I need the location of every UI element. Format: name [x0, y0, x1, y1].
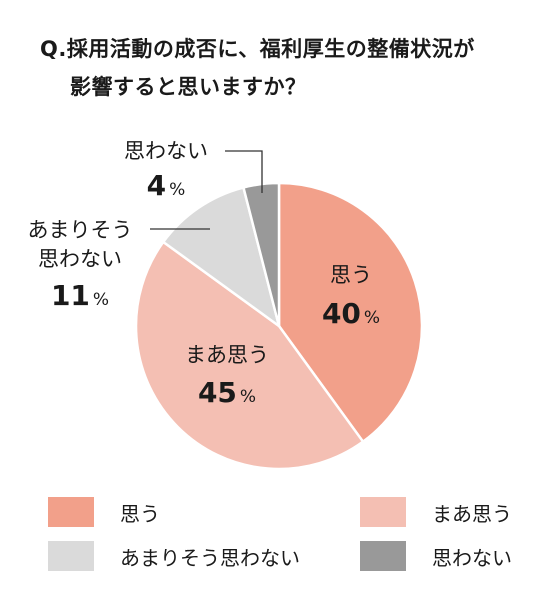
chart-title: Q.採用活動の成否に、福利厚生の整備状況が 影響すると思いますか？ — [40, 30, 540, 106]
slice-label-amari-line1: あまりそう — [28, 218, 133, 242]
leader-line-omowanai — [225, 150, 263, 193]
pie-slice-amari-omowanai — [161, 185, 282, 330]
slice-label-maa-omou: まあ思う — [185, 343, 269, 367]
slice-value-omowanai: 4% — [147, 169, 186, 202]
title-line-1: Q.採用活動の成否に、福利厚生の整備状況が — [40, 37, 475, 61]
slice-value-maa-omou: 45% — [198, 376, 256, 409]
slice-label-omowanai: 思わない — [124, 139, 208, 163]
slice-value-omou: 40% — [322, 297, 380, 330]
slice-label-omou: 思う — [330, 263, 372, 287]
pie-slice-omou — [277, 181, 424, 444]
slice-label-amari-line2: 思わない — [38, 247, 122, 271]
slice-value-amari-omowanai: 11% — [51, 279, 109, 312]
pie-slice-maa-omou — [134, 240, 365, 471]
title-line-2: 影響すると思いますか？ — [70, 75, 307, 99]
pie-slice-omowanai — [241, 181, 281, 327]
